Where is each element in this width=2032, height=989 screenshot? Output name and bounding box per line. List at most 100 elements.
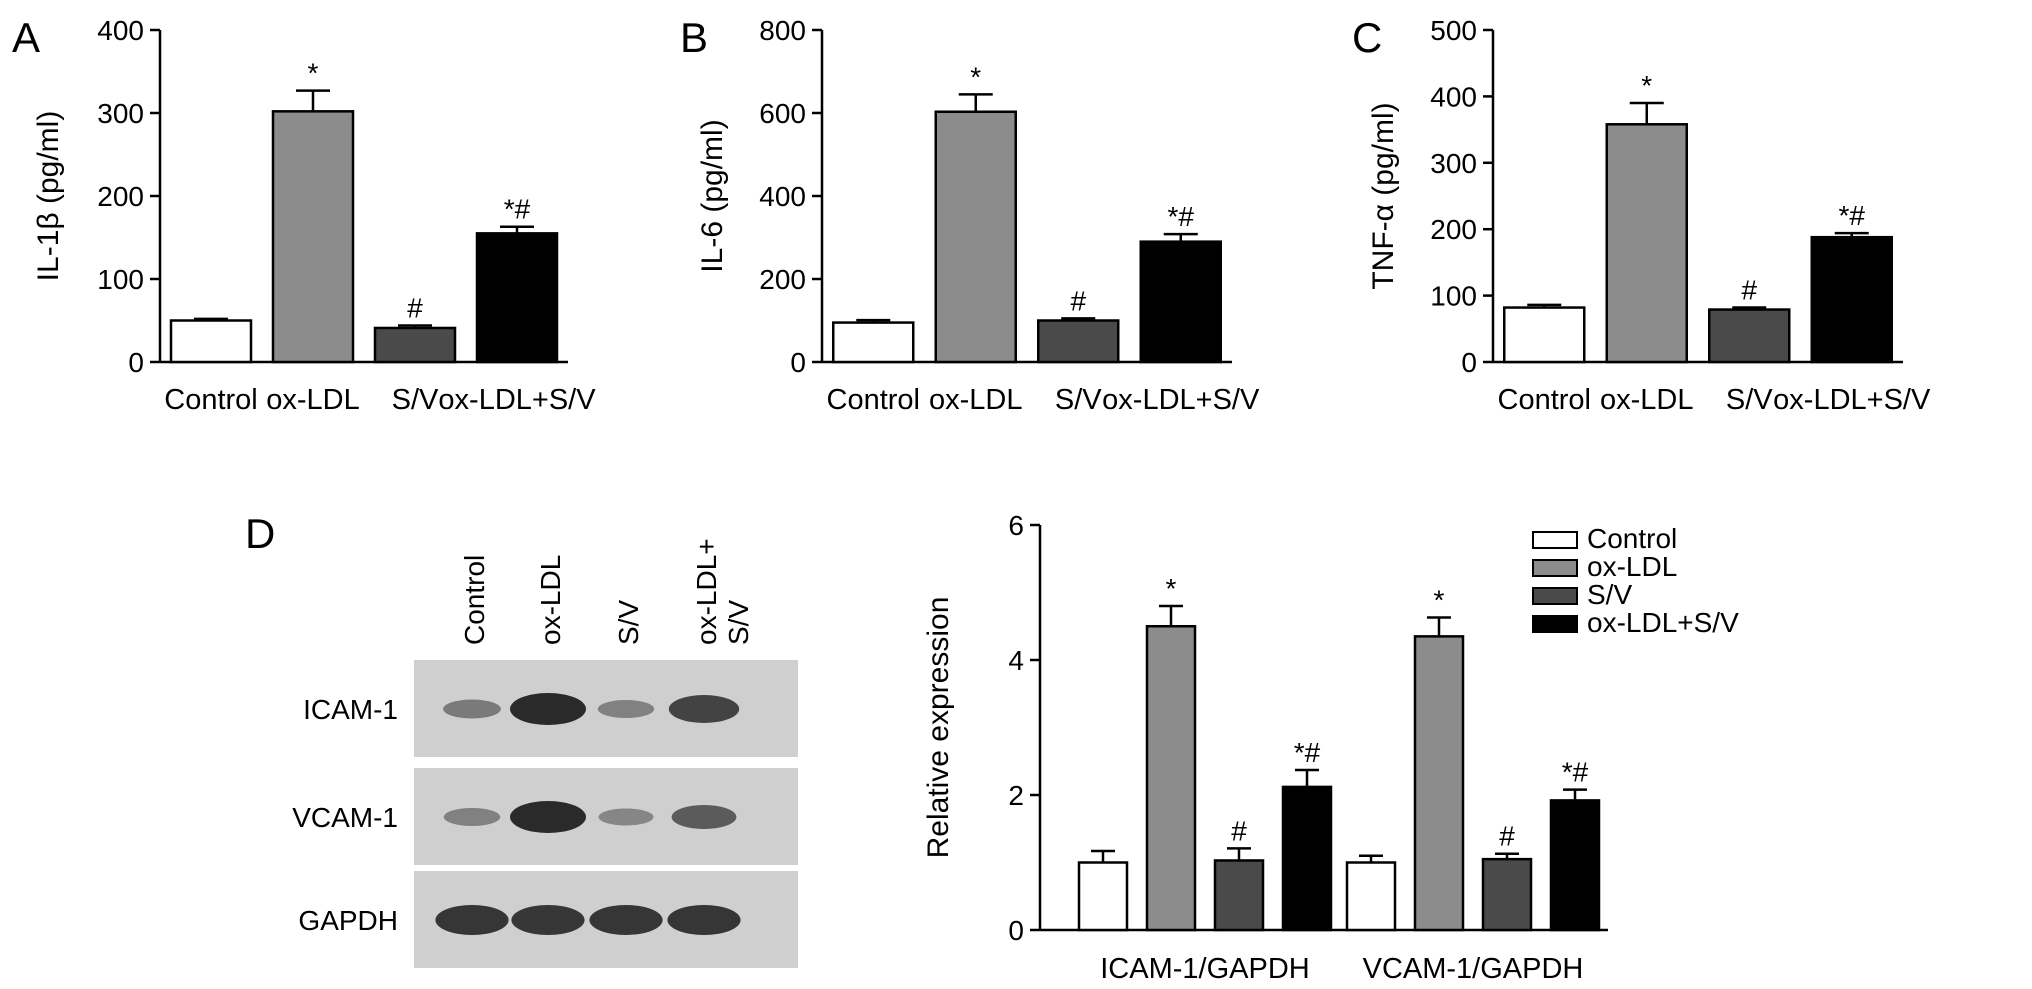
y-tick-label: 300 xyxy=(1430,148,1477,179)
blot-band xyxy=(598,808,654,826)
significance-mark: *# xyxy=(504,194,531,225)
bar xyxy=(475,232,559,364)
y-tick-label: 200 xyxy=(759,264,806,295)
y-tick-label: 400 xyxy=(759,181,806,212)
y-axis-label: TNF-α (pg/ml) xyxy=(1367,102,1400,289)
blot-band xyxy=(671,805,737,829)
legend-swatch xyxy=(1532,587,1578,605)
western-blot: D Control ox-LDL S/V ox-LDL+S/V ICAM-1 VCAM-1 G… xyxy=(245,510,798,968)
y-axis-label: IL-6 (pg/ml) xyxy=(696,119,729,272)
significance-mark: * xyxy=(1166,573,1177,604)
x-tick-label: ox-LDL xyxy=(266,384,360,416)
significance-mark: # xyxy=(1499,821,1515,852)
blot-row-label: GAPDH xyxy=(298,905,398,936)
legend-swatch xyxy=(1532,615,1578,633)
legend-swatch xyxy=(1532,559,1578,577)
y-tick-label: 400 xyxy=(1430,81,1477,112)
lane-label: Control xyxy=(459,555,490,645)
y-tick-label: 0 xyxy=(790,347,806,378)
blot-row-label: VCAM-1 xyxy=(292,802,398,833)
significance-mark: # xyxy=(407,292,423,323)
significance-mark: # xyxy=(1231,815,1247,846)
bar xyxy=(832,321,915,364)
x-tick-label: S/V xyxy=(1055,384,1102,416)
chart-panel-a: A 0 100 200 300 400 IL-1β (pg/ml) Control * ox-LD… xyxy=(12,14,596,416)
bar xyxy=(373,326,457,364)
blot-band xyxy=(511,905,585,935)
significance-mark: *# xyxy=(1294,737,1321,768)
y-tick-label: 0 xyxy=(1008,915,1024,946)
significance-mark: *# xyxy=(1168,201,1195,232)
legend-label: ox-LDL+S/V xyxy=(1587,607,1739,638)
y-tick-label: 300 xyxy=(97,98,144,129)
y-tick-label: 2 xyxy=(1008,780,1024,811)
panel-letter: B xyxy=(680,14,708,61)
bar xyxy=(934,110,1017,364)
blot-band xyxy=(589,905,663,935)
y-tick-label: 200 xyxy=(97,181,144,212)
bar xyxy=(1213,859,1265,932)
significance-mark: * xyxy=(1641,70,1652,101)
legend-swatch xyxy=(1532,531,1578,549)
significance-mark: *# xyxy=(1839,200,1866,231)
y-tick-label: 600 xyxy=(759,98,806,129)
bar xyxy=(1549,799,1601,932)
panel-letter: D xyxy=(245,510,275,557)
bar xyxy=(1145,625,1197,932)
y-axis-label: IL-1β (pg/ml) xyxy=(32,111,65,282)
blot-band xyxy=(443,808,501,826)
blot-band xyxy=(667,905,741,935)
legend-label: Control xyxy=(1587,523,1677,554)
blot-band xyxy=(597,700,655,718)
panel-letter: C xyxy=(1352,14,1382,61)
lane-label: ox-LDL xyxy=(535,555,566,645)
y-tick-label: 0 xyxy=(128,347,144,378)
bar xyxy=(1481,857,1533,932)
bar xyxy=(1281,785,1333,932)
bar xyxy=(1810,235,1893,364)
significance-mark: # xyxy=(1070,285,1086,316)
y-tick-label: 100 xyxy=(97,264,144,295)
x-tick-label: Control xyxy=(164,384,258,416)
panel-letter: A xyxy=(12,14,40,61)
x-tick-label: S/V xyxy=(392,384,439,416)
y-tick-label: 400 xyxy=(97,15,144,46)
significance-mark: *# xyxy=(1562,757,1589,788)
x-tick-label: S/V xyxy=(1726,384,1773,416)
bar xyxy=(1139,240,1222,364)
y-axis-label: Relative expression xyxy=(922,597,955,859)
x-tick-label: ox-LDL xyxy=(1600,384,1694,416)
blot-band xyxy=(510,693,586,725)
blot-band xyxy=(435,905,509,935)
blot-band xyxy=(443,699,501,719)
bar xyxy=(1708,308,1791,364)
bar xyxy=(1413,635,1465,932)
x-tick-label: ICAM-1/GAPDH xyxy=(1100,953,1309,985)
y-tick-label: 100 xyxy=(1430,281,1477,312)
bar xyxy=(1605,123,1688,364)
blot-band xyxy=(510,801,586,833)
blot-row-label: ICAM-1 xyxy=(303,694,398,725)
x-tick-label: ox-LDL xyxy=(929,384,1023,416)
significance-mark: * xyxy=(1434,584,1445,615)
chart-panel-b: B 0 200 400 600 800 IL-6 (pg/ml) Control * ox-LDL… xyxy=(680,14,1260,416)
significance-mark: * xyxy=(970,61,981,92)
chart-panel-c: C 0 100 200 300 400 500 TNF-α (pg/ml) Control * ox… xyxy=(1352,14,1931,416)
y-tick-label: 800 xyxy=(759,15,806,46)
x-tick-label: ox-LDL+S/V xyxy=(1102,384,1260,416)
bar xyxy=(169,319,253,364)
legend-label: S/V xyxy=(1587,579,1632,610)
significance-mark: # xyxy=(1741,275,1757,306)
legend-label: ox-LDL xyxy=(1587,551,1677,582)
x-tick-label: ox-LDL+S/V xyxy=(438,384,596,416)
bar xyxy=(1345,861,1397,932)
y-tick-label: 200 xyxy=(1430,214,1477,245)
y-tick-label: 4 xyxy=(1008,645,1024,676)
y-tick-label: 6 xyxy=(1008,510,1024,541)
bar xyxy=(1037,319,1120,364)
bar xyxy=(271,110,355,364)
x-tick-label: Control xyxy=(827,384,921,416)
